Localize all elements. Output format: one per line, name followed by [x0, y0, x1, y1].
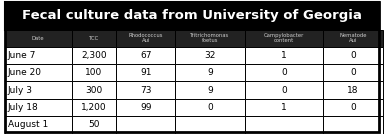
- Text: 2,300: 2,300: [81, 51, 107, 60]
- Bar: [323, 64, 383, 81]
- Bar: [5, 47, 72, 64]
- Bar: [245, 116, 323, 134]
- Bar: [5, 64, 72, 81]
- Text: June 7: June 7: [8, 51, 36, 60]
- Bar: [175, 116, 245, 134]
- Bar: [72, 99, 116, 116]
- Text: 91: 91: [140, 68, 151, 77]
- Bar: [5, 99, 72, 116]
- Text: Fecal culture data from University of Georgia: Fecal culture data from University of Ge…: [22, 9, 362, 22]
- Bar: [5, 116, 72, 134]
- Bar: [175, 47, 245, 64]
- Bar: [5, 2, 379, 30]
- Text: 0: 0: [350, 51, 356, 60]
- Bar: [72, 64, 116, 81]
- Text: 73: 73: [140, 86, 151, 95]
- Text: Nematode
Aui: Nematode Aui: [339, 33, 367, 43]
- Text: July 3: July 3: [8, 86, 33, 95]
- Bar: [245, 81, 323, 99]
- Bar: [175, 81, 245, 99]
- Text: June 20: June 20: [8, 68, 42, 77]
- Text: 100: 100: [85, 68, 103, 77]
- Bar: [245, 30, 323, 47]
- Bar: [72, 116, 116, 134]
- Bar: [5, 81, 72, 99]
- Text: Tritrichomonas
foetus: Tritrichomonas foetus: [190, 33, 230, 43]
- Bar: [116, 47, 175, 64]
- Bar: [116, 99, 175, 116]
- Bar: [175, 30, 245, 47]
- Text: 0: 0: [350, 68, 356, 77]
- Bar: [245, 47, 323, 64]
- Bar: [175, 99, 245, 116]
- Text: August 1: August 1: [8, 120, 48, 129]
- Text: 0: 0: [281, 68, 287, 77]
- Text: 67: 67: [140, 51, 151, 60]
- Bar: [245, 99, 323, 116]
- Text: 300: 300: [85, 86, 103, 95]
- Text: 1: 1: [281, 103, 287, 112]
- Bar: [5, 30, 72, 47]
- Text: Rhodococcus
Aui: Rhodococcus Aui: [129, 33, 163, 43]
- Bar: [245, 64, 323, 81]
- Text: 18: 18: [348, 86, 359, 95]
- Text: TCC: TCC: [89, 36, 99, 41]
- Text: 1,200: 1,200: [81, 103, 107, 112]
- Text: 99: 99: [140, 103, 151, 112]
- Bar: [116, 81, 175, 99]
- Text: 1: 1: [281, 51, 287, 60]
- Text: Campylobacter
content: Campylobacter content: [264, 33, 304, 43]
- Bar: [72, 47, 116, 64]
- Text: July 18: July 18: [8, 103, 38, 112]
- Text: 0: 0: [207, 103, 213, 112]
- Bar: [323, 81, 383, 99]
- Bar: [116, 30, 175, 47]
- Bar: [116, 116, 175, 134]
- Text: 9: 9: [207, 68, 213, 77]
- Text: 32: 32: [204, 51, 216, 60]
- Text: 0: 0: [281, 86, 287, 95]
- Bar: [72, 81, 116, 99]
- Text: 0: 0: [350, 103, 356, 112]
- Text: 9: 9: [207, 86, 213, 95]
- Text: 50: 50: [88, 120, 99, 129]
- Bar: [116, 64, 175, 81]
- Bar: [175, 64, 245, 81]
- Bar: [323, 99, 383, 116]
- Bar: [323, 30, 383, 47]
- Bar: [323, 47, 383, 64]
- Bar: [72, 30, 116, 47]
- Bar: [323, 116, 383, 134]
- Text: Date: Date: [32, 36, 45, 41]
